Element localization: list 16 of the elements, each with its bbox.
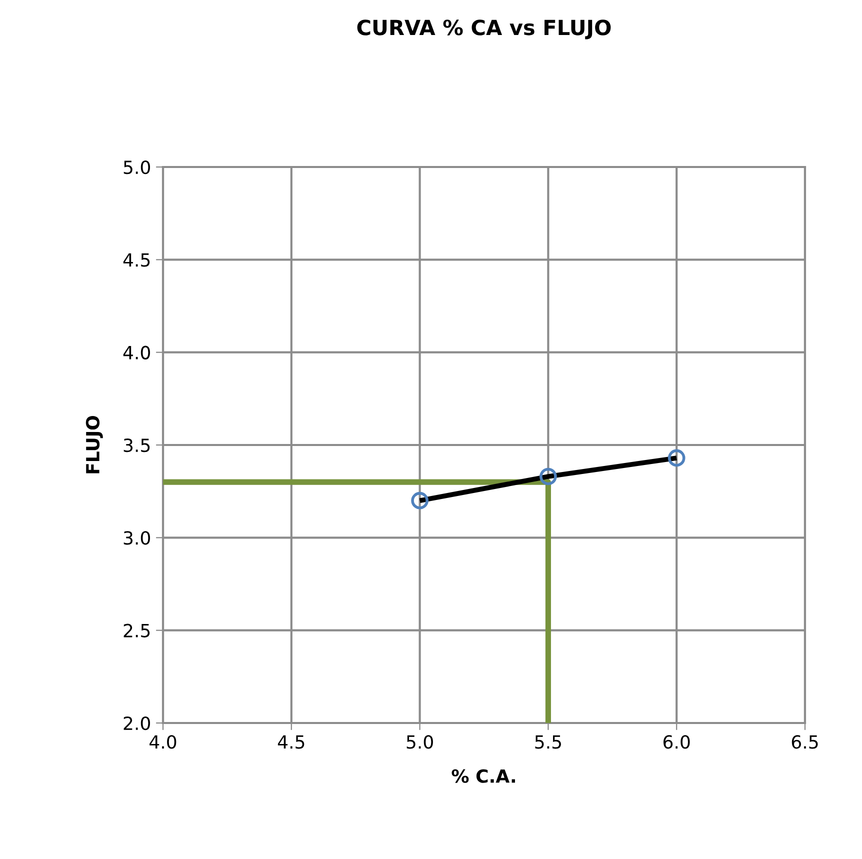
y-tick-label: 5.0 [124, 160, 150, 174]
y-tick-label: 4.0 [123, 346, 150, 360]
y-tick-label: 2.0 [124, 716, 150, 730]
y-tick-label: 3.5 [124, 438, 150, 452]
y-tick-label: 3.0 [124, 531, 150, 545]
x-tick-label: 4.5 [278, 735, 304, 749]
x-tick-label: 6.0 [664, 735, 690, 749]
y-tick-label: 2.5 [124, 624, 150, 638]
x-axis-title: % C.A. [452, 769, 515, 783]
x-tick-label: 5.5 [535, 735, 561, 749]
y-tick-label: 4.5 [123, 253, 150, 267]
x-tick-label: 4.0 [150, 735, 176, 749]
x-tick-label: 5.0 [406, 735, 433, 749]
y-axis-title: FLUJO [86, 416, 103, 474]
chart-title: CURVA % CA vs FLUJO [357, 20, 611, 40]
x-tick-label: 6.5 [792, 735, 818, 749]
